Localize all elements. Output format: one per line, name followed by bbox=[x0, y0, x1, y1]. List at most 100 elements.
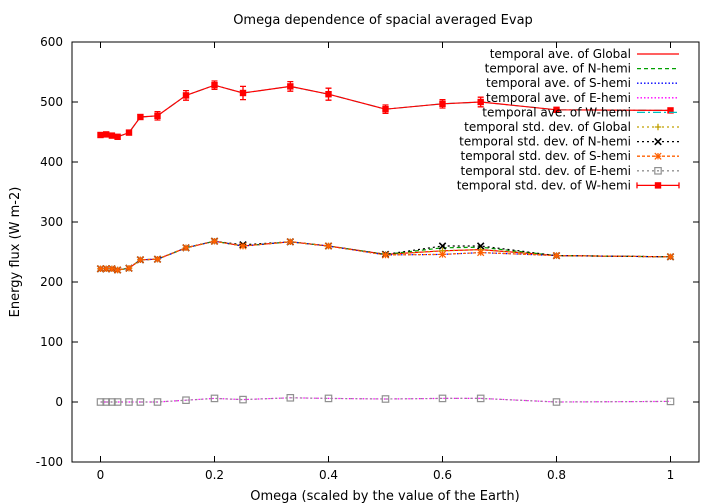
data-point bbox=[136, 256, 145, 264]
data-point bbox=[286, 238, 294, 246]
data-point bbox=[97, 131, 104, 139]
data-point bbox=[382, 106, 389, 113]
data-point bbox=[108, 265, 116, 273]
legend-marker bbox=[654, 167, 662, 175]
data-point bbox=[125, 398, 133, 406]
data-point bbox=[438, 250, 447, 259]
legend-label: temporal ave. of E-hemi bbox=[486, 91, 631, 105]
legend-label: temporal ave. of W-hemi bbox=[482, 105, 631, 119]
data-point bbox=[102, 398, 111, 406]
legend-label: temporal std. dev. of Global bbox=[464, 120, 631, 134]
data-point bbox=[182, 92, 190, 99]
data-point bbox=[96, 398, 105, 406]
legend-entry: temporal std. dev. of E-hemi bbox=[461, 164, 679, 178]
legend-entry: temporal std. dev. of Global bbox=[464, 120, 679, 134]
series-10 bbox=[97, 80, 674, 140]
y-tick-label: 100 bbox=[40, 335, 63, 349]
legend-entry: temporal ave. of W-hemi bbox=[482, 105, 679, 119]
y-tick-label: 500 bbox=[40, 95, 63, 109]
data-point bbox=[476, 394, 485, 403]
y-tick-label: -100 bbox=[36, 455, 63, 469]
data-point bbox=[381, 395, 390, 403]
y-tick-label: 400 bbox=[40, 155, 63, 169]
legend-errorbar bbox=[636, 182, 680, 189]
data-point bbox=[381, 251, 390, 259]
plot-frame bbox=[71, 41, 700, 463]
legend-label: temporal std. dev. of W-hemi bbox=[457, 178, 631, 192]
legend-entry: temporal ave. of S-hemi bbox=[486, 76, 679, 90]
legend-label: temporal ave. of S-hemi bbox=[486, 76, 631, 90]
data-point bbox=[108, 398, 116, 406]
data-point bbox=[324, 242, 333, 250]
data-point bbox=[477, 248, 485, 257]
data-point bbox=[553, 106, 560, 113]
y-tick-label: 600 bbox=[40, 35, 63, 49]
data-point bbox=[210, 237, 219, 245]
x-tick-label: 0 bbox=[97, 468, 105, 482]
data-point bbox=[239, 89, 247, 97]
legend-label: temporal std. dev. of S-hemi bbox=[460, 149, 631, 163]
legend-label: temporal std. dev. of N-hemi bbox=[459, 135, 631, 149]
series-9 bbox=[96, 394, 675, 406]
series-line bbox=[100, 397, 671, 403]
data-point bbox=[211, 82, 218, 89]
x-tick-label: 0.8 bbox=[547, 468, 566, 482]
plot-area bbox=[96, 80, 675, 406]
data-point bbox=[113, 266, 122, 274]
data-point bbox=[125, 264, 133, 272]
data-point bbox=[666, 253, 675, 261]
legend-marker bbox=[654, 152, 662, 160]
data-point bbox=[137, 113, 144, 121]
data-point bbox=[153, 398, 162, 406]
x-tick-label: 1 bbox=[667, 468, 675, 482]
data-point bbox=[210, 394, 219, 403]
data-point bbox=[552, 251, 561, 260]
x-tick-label: 0.6 bbox=[433, 468, 452, 482]
chart-title: Omega dependence of spacial averaged Eva… bbox=[233, 13, 533, 28]
legend-marker bbox=[654, 123, 662, 131]
legend-entry: temporal ave. of N-hemi bbox=[485, 62, 679, 76]
data-point bbox=[114, 133, 121, 140]
data-point bbox=[154, 112, 161, 119]
data-point bbox=[125, 129, 133, 136]
data-point bbox=[477, 98, 484, 106]
data-point bbox=[286, 394, 295, 402]
x-tick-label: 0.4 bbox=[319, 468, 338, 482]
data-point bbox=[476, 242, 485, 250]
data-point bbox=[324, 394, 333, 403]
legend-entry: temporal ave. of Global bbox=[490, 47, 679, 61]
y-axis-label: Energy flux (W m-2) bbox=[8, 187, 23, 318]
data-point bbox=[552, 398, 561, 406]
data-point bbox=[102, 265, 110, 273]
legend-entry: temporal std. dev. of W-hemi bbox=[457, 178, 680, 192]
data-point bbox=[96, 265, 105, 273]
legend-label: temporal ave. of N-hemi bbox=[485, 62, 631, 76]
legend-entry: temporal std. dev. of N-hemi bbox=[459, 135, 679, 149]
series-8 bbox=[96, 237, 675, 274]
data-point bbox=[136, 398, 145, 406]
x-axis-label: Omega (scaled by the value of the Earth) bbox=[250, 489, 519, 504]
data-point bbox=[239, 242, 247, 250]
legend-label: temporal std. dev. of E-hemi bbox=[461, 164, 631, 178]
data-point bbox=[439, 100, 446, 107]
data-point bbox=[182, 244, 190, 252]
y-tick-label: 300 bbox=[40, 215, 63, 229]
data-point bbox=[153, 255, 162, 263]
axis-ticks: -100 0 100 200 300 400 500 600 0 0.2 0.4 0.6 0.8 1 bbox=[36, 35, 699, 482]
data-point bbox=[667, 107, 674, 114]
data-point bbox=[113, 398, 122, 406]
legend-entry: temporal ave. of E-hemi bbox=[486, 91, 679, 105]
legend-marker bbox=[654, 137, 662, 146]
legend-entry: temporal std. dev. of S-hemi bbox=[460, 149, 679, 163]
x-tick-label: 0.2 bbox=[205, 468, 224, 482]
data-point bbox=[239, 395, 247, 404]
data-point bbox=[103, 131, 110, 138]
data-point bbox=[438, 242, 447, 250]
legend-marker bbox=[654, 182, 662, 189]
data-point bbox=[287, 83, 294, 90]
data-point bbox=[108, 132, 116, 139]
data-point bbox=[182, 396, 190, 405]
y-tick-label: 0 bbox=[55, 395, 63, 409]
